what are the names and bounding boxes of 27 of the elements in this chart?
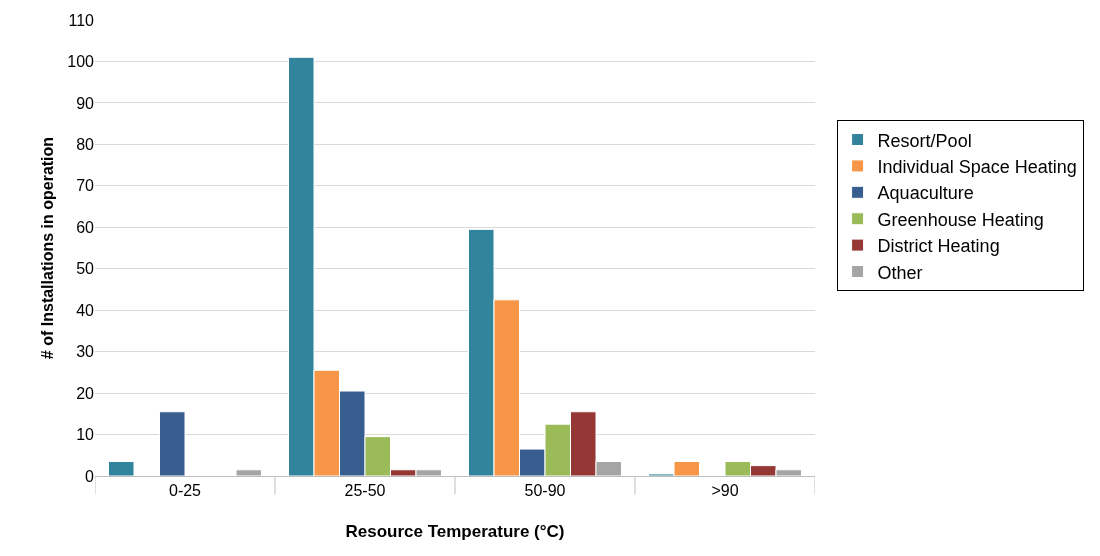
y-tick-label: 90 [76, 94, 95, 112]
legend-label: Resort/Pool [877, 130, 972, 151]
y-tick-label: 20 [76, 384, 95, 402]
x-tick-label: >90 [711, 482, 739, 500]
y-tick-label: 30 [76, 343, 95, 361]
y-tick-label: 0 [85, 467, 95, 485]
x-tick-label: 50-90 [524, 482, 566, 500]
y-tick-label: 40 [76, 301, 95, 319]
y-tick-label: 70 [76, 177, 95, 195]
x-tick-label: 0-25 [168, 482, 202, 500]
bar [108, 460, 135, 476]
y-tick-label: 60 [76, 218, 95, 236]
legend-label: District Heating [877, 236, 1000, 257]
y-tick-label: 110 [68, 11, 95, 29]
legend-label: Greenhouse Heating [877, 209, 1044, 230]
legend-label: Other [877, 262, 923, 283]
legend-label: Individual Space Heating [877, 156, 1077, 177]
y-tick-label: 100 [67, 53, 95, 71]
legend-label: Aquaculture [877, 183, 974, 204]
bar [235, 469, 262, 476]
x-tick-label: 25-50 [344, 482, 386, 500]
y-tick-label: 80 [76, 135, 95, 153]
x-axis-title: Resource Temperature (°C) [345, 522, 565, 541]
y-tick-label: 10 [76, 426, 95, 444]
y-axis-title: # of Installations in operation [39, 136, 56, 360]
y-tick-label: 50 [76, 260, 95, 278]
bar [159, 411, 186, 476]
